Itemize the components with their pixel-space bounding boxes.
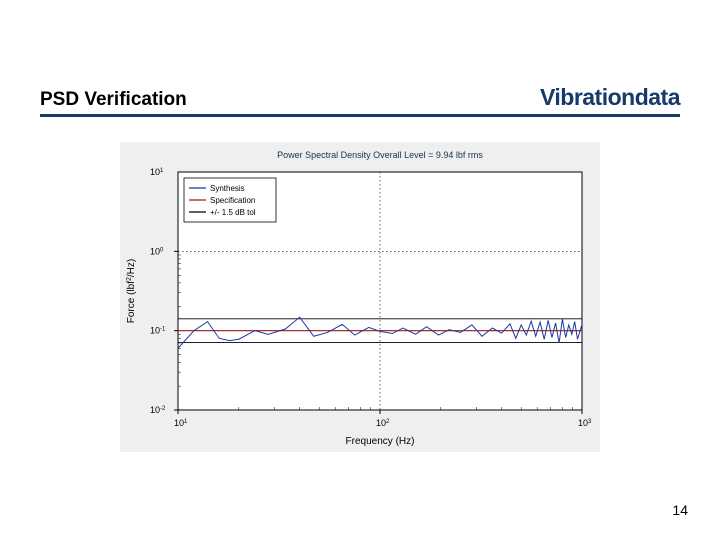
legend-label: +/- 1.5 dB tol: [210, 208, 256, 217]
x-axis-label: Frequency (Hz): [346, 436, 415, 447]
legend-label: Specification: [210, 196, 255, 205]
chart-svg: Power Spectral Density Overall Level = 9…: [120, 142, 600, 452]
legend-label: Synthesis: [210, 184, 245, 193]
header: PSD Verification Vibrationdata: [40, 84, 680, 111]
title-right: Vibrationdata: [540, 84, 680, 111]
psd-chart: Power Spectral Density Overall Level = 9…: [120, 142, 600, 452]
y-axis-label: Force (lbf2/Hz): [126, 259, 138, 323]
title-left: PSD Verification: [40, 89, 187, 111]
header-rule: [40, 114, 680, 117]
chart-title: Power Spectral Density Overall Level = 9…: [277, 150, 483, 160]
page-number: 14: [672, 502, 688, 518]
slide: PSD Verification Vibrationdata Power Spe…: [0, 0, 720, 540]
